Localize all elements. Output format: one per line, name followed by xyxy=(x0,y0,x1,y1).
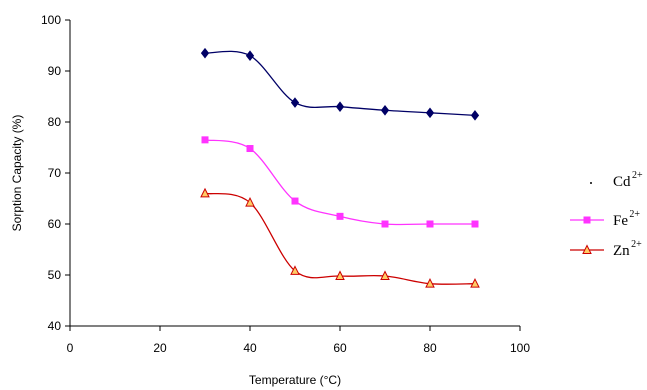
y-tick-label: 90 xyxy=(48,64,62,78)
legend: Cd 2+Fe 2+Zn 2+ xyxy=(570,170,643,259)
y-axis-title: Sorption Capacity (%) xyxy=(10,115,24,232)
x-tick-label: 0 xyxy=(67,341,74,355)
legend-label-zn: Zn xyxy=(613,243,630,259)
legend-charge-zn: 2+ xyxy=(631,239,642,250)
legend-label-cd: Cd xyxy=(613,174,631,190)
y-tick-label: 40 xyxy=(48,319,62,333)
point-fe xyxy=(426,220,434,228)
point-zn xyxy=(290,265,300,275)
x-tick-label: 80 xyxy=(423,341,437,355)
point-fe xyxy=(336,212,344,220)
point-zn xyxy=(200,187,210,198)
x-tick-label: 20 xyxy=(153,341,167,355)
legend-label-fe: Fe xyxy=(613,213,628,229)
y-tick-label: 100 xyxy=(41,13,61,27)
legend-item-fe: Fe 2+ xyxy=(570,209,640,229)
point-zn xyxy=(425,278,435,288)
y-tick-label: 80 xyxy=(48,115,62,129)
legend-swatch-cd xyxy=(590,182,592,184)
series-cd xyxy=(200,47,480,121)
x-tick-label: 60 xyxy=(333,341,347,355)
point-fe xyxy=(471,220,479,228)
point-cd xyxy=(290,97,300,108)
point-zn xyxy=(245,196,255,207)
x-axis-title: Temperature (°C) xyxy=(249,373,341,387)
point-cd xyxy=(245,50,255,62)
legend-marker-fe xyxy=(583,216,591,224)
point-fe xyxy=(291,197,299,205)
point-zn xyxy=(470,278,480,288)
point-zn xyxy=(380,270,390,281)
y-tick-label: 60 xyxy=(48,217,62,231)
x-tick-label: 100 xyxy=(510,341,530,355)
point-cd xyxy=(200,47,210,59)
series-layer xyxy=(200,47,480,288)
series-zn xyxy=(200,187,480,288)
point-cd xyxy=(470,110,480,121)
legend-item-zn: Zn 2+ xyxy=(570,239,642,259)
y-tick-label: 70 xyxy=(48,166,62,180)
x-tick-label: 40 xyxy=(243,341,257,355)
point-cd xyxy=(335,101,345,113)
point-fe xyxy=(246,145,254,153)
legend-marker-zn xyxy=(582,244,592,254)
series-line-fe xyxy=(204,139,475,226)
point-cd xyxy=(425,107,435,119)
point-fe xyxy=(381,220,389,228)
y-tick-label: 50 xyxy=(48,268,62,282)
legend-item-cd: Cd 2+ xyxy=(590,170,643,190)
legend-charge-cd: 2+ xyxy=(632,170,643,181)
legend-charge-fe: 2+ xyxy=(629,209,640,220)
point-fe xyxy=(201,136,209,144)
series-fe xyxy=(201,136,479,228)
axes: 40 50 60 70 80 90 100 0 20 40 60 80 100 xyxy=(41,13,530,355)
point-zn xyxy=(335,270,345,281)
point-cd xyxy=(380,104,390,116)
